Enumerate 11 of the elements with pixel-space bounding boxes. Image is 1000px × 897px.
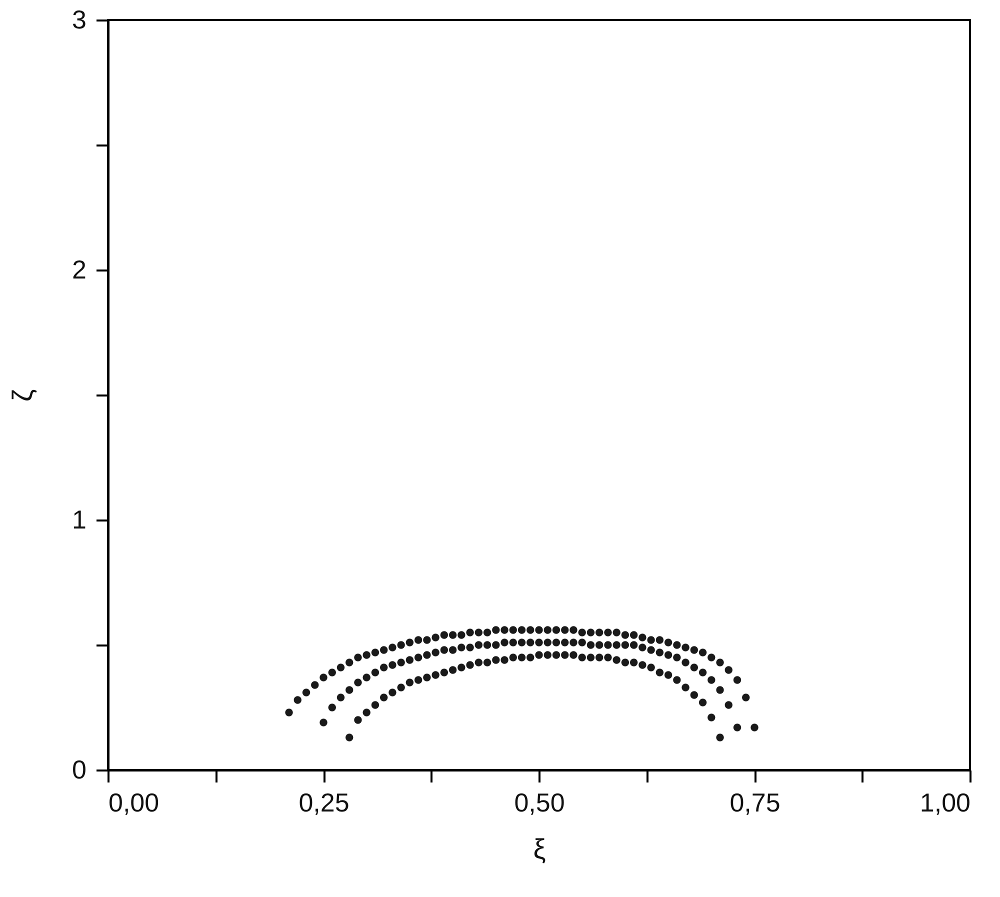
x-tick-label: 0,50 (514, 788, 565, 818)
y-tick-label: 1 (72, 504, 86, 534)
x-tick-label: 0,25 (298, 788, 350, 818)
y-tick-label: 0 (72, 754, 86, 784)
y-tick-label: 3 (72, 4, 86, 34)
x-tick-label: 0,00 (108, 788, 160, 818)
y-axis-title: ζ (7, 389, 38, 402)
x-tick-label: 1,00 (920, 788, 970, 818)
x-axis-title: ξ (533, 834, 546, 864)
x-tick-label: 0,75 (730, 788, 780, 818)
y-tick-label: 2 (72, 254, 86, 284)
